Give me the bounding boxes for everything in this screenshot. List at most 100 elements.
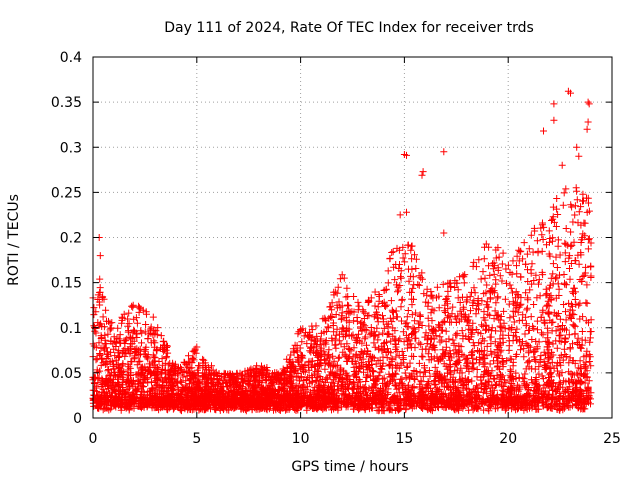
data-point — [496, 335, 504, 343]
data-point — [480, 406, 488, 414]
data-point — [99, 359, 107, 367]
data-point — [425, 322, 433, 330]
data-point — [371, 343, 379, 351]
data-point — [478, 297, 486, 305]
data-point — [567, 242, 575, 250]
data-point — [521, 330, 529, 338]
data-point — [483, 390, 491, 398]
data-point — [480, 308, 488, 316]
data-point — [338, 302, 346, 310]
data-point — [550, 218, 558, 226]
data-point — [208, 362, 215, 370]
data-point — [424, 302, 432, 310]
data-point — [408, 330, 416, 337]
grid — [93, 57, 612, 418]
data-point — [398, 317, 405, 325]
data-point — [474, 295, 482, 303]
data-point — [450, 383, 458, 391]
data-point — [355, 302, 363, 310]
data-point — [409, 324, 417, 332]
data-point — [475, 339, 483, 347]
data-point — [517, 273, 525, 281]
data-point — [388, 318, 396, 326]
data-point — [575, 260, 583, 268]
data-point — [483, 281, 491, 289]
data-point — [136, 305, 144, 313]
data-point — [453, 329, 461, 337]
data-point — [442, 327, 450, 335]
data-point — [506, 314, 514, 322]
data-point — [107, 405, 115, 413]
data-point — [480, 347, 488, 355]
data-point — [527, 313, 535, 321]
data-point — [105, 317, 112, 325]
data-point — [403, 313, 411, 321]
data-point — [422, 329, 430, 337]
data-point — [486, 360, 494, 368]
data-point — [540, 357, 548, 365]
data-point — [154, 364, 161, 372]
data-point — [470, 284, 478, 292]
data-point — [404, 307, 412, 314]
data-point — [458, 369, 466, 377]
data-point — [525, 349, 533, 357]
data-point — [405, 265, 412, 273]
data-point — [441, 318, 449, 326]
data-point — [363, 341, 370, 349]
data-point — [570, 322, 578, 330]
data-point — [528, 280, 536, 288]
data-point — [177, 378, 185, 386]
data-point — [346, 308, 354, 316]
data-point — [337, 315, 345, 323]
data-point — [371, 302, 379, 310]
data-point — [221, 374, 228, 382]
data-point — [152, 385, 160, 393]
data-point — [334, 354, 342, 362]
data-point — [461, 271, 469, 279]
data-point — [299, 354, 307, 362]
data-point — [397, 274, 405, 282]
data-point — [424, 350, 432, 358]
data-point — [401, 250, 409, 258]
data-point — [480, 255, 488, 263]
data-point — [483, 342, 491, 350]
data-point — [527, 231, 535, 239]
data-point — [562, 240, 570, 248]
data-point — [499, 358, 507, 366]
data-point — [299, 381, 307, 389]
data-point — [384, 400, 392, 408]
data-point — [526, 286, 534, 294]
data-point — [401, 258, 409, 266]
data-point — [415, 281, 423, 289]
data-point — [96, 275, 104, 283]
data-point — [419, 353, 427, 361]
data-point — [387, 337, 395, 345]
data-point — [164, 342, 171, 350]
data-point — [553, 344, 561, 352]
data-point — [383, 354, 391, 362]
data-point — [549, 270, 557, 278]
data-point — [338, 271, 346, 279]
data-point — [392, 370, 400, 378]
data-point — [412, 255, 420, 263]
data-point — [423, 340, 431, 348]
data-point — [359, 308, 367, 316]
data-point — [530, 224, 538, 232]
data-point — [498, 324, 506, 331]
data-point — [482, 301, 490, 309]
data-point — [108, 357, 116, 365]
data-point — [565, 331, 573, 339]
data-point — [530, 301, 538, 308]
data-point — [399, 254, 407, 262]
data-point — [486, 295, 494, 303]
data-point — [486, 271, 494, 279]
data-point — [149, 313, 157, 321]
data-point — [496, 272, 504, 280]
data-point — [517, 294, 525, 302]
data-point — [158, 355, 166, 363]
data-point — [474, 329, 482, 337]
data-point — [522, 289, 530, 297]
data-point — [386, 360, 394, 368]
data-point — [423, 285, 431, 293]
